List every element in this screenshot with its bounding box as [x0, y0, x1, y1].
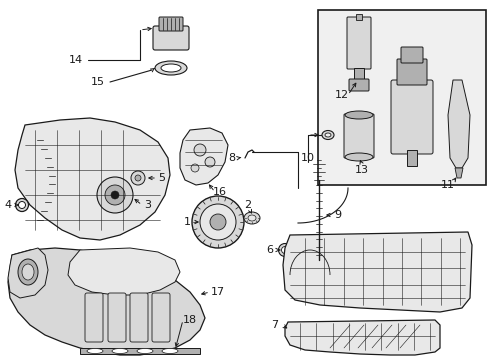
Text: 5: 5 [158, 173, 166, 183]
Text: 3: 3 [145, 200, 151, 210]
Ellipse shape [161, 64, 181, 72]
Text: 11: 11 [441, 180, 455, 190]
Polygon shape [455, 168, 463, 178]
Text: 9: 9 [335, 210, 342, 220]
Text: 17: 17 [211, 287, 225, 297]
Ellipse shape [248, 215, 256, 221]
Text: 6: 6 [267, 245, 273, 255]
Text: 16: 16 [213, 187, 227, 197]
Circle shape [111, 191, 119, 199]
Text: 12: 12 [335, 90, 349, 100]
Ellipse shape [16, 198, 28, 212]
Circle shape [205, 157, 215, 167]
Ellipse shape [322, 131, 334, 140]
Text: 1: 1 [183, 217, 191, 227]
Text: 7: 7 [271, 320, 278, 330]
Ellipse shape [155, 61, 187, 75]
Polygon shape [180, 128, 228, 185]
FancyBboxPatch shape [347, 17, 371, 69]
Polygon shape [68, 248, 180, 295]
Text: 18: 18 [183, 315, 197, 325]
Polygon shape [285, 320, 440, 355]
Ellipse shape [345, 153, 373, 161]
Bar [354, 68, 364, 80]
Text: 14: 14 [69, 55, 83, 65]
Ellipse shape [345, 111, 373, 119]
Text: 13: 13 [355, 165, 369, 175]
FancyBboxPatch shape [349, 79, 369, 91]
Polygon shape [283, 232, 472, 312]
Text: 10: 10 [301, 153, 315, 163]
Ellipse shape [22, 264, 34, 280]
FancyBboxPatch shape [153, 26, 189, 50]
Text: 2: 2 [245, 200, 251, 210]
Bar [318, 10, 486, 185]
Ellipse shape [162, 348, 178, 354]
Ellipse shape [87, 348, 103, 354]
Circle shape [192, 196, 244, 248]
Circle shape [97, 177, 133, 213]
Ellipse shape [325, 133, 331, 137]
Bar [407, 150, 417, 166]
Circle shape [191, 164, 199, 172]
Circle shape [131, 171, 145, 185]
FancyBboxPatch shape [130, 293, 148, 342]
Ellipse shape [137, 348, 153, 354]
FancyBboxPatch shape [344, 114, 374, 158]
Ellipse shape [281, 247, 289, 253]
Ellipse shape [19, 202, 25, 208]
FancyBboxPatch shape [85, 293, 103, 342]
FancyBboxPatch shape [108, 293, 126, 342]
FancyBboxPatch shape [152, 293, 170, 342]
FancyBboxPatch shape [391, 80, 433, 154]
Circle shape [135, 175, 141, 181]
Circle shape [105, 185, 125, 205]
FancyBboxPatch shape [401, 47, 423, 63]
FancyBboxPatch shape [397, 59, 427, 85]
FancyBboxPatch shape [159, 17, 183, 31]
Text: 4: 4 [4, 200, 12, 210]
Ellipse shape [278, 243, 292, 257]
Polygon shape [8, 248, 48, 298]
Text: 8: 8 [228, 153, 236, 163]
Circle shape [194, 144, 206, 156]
Bar [80, 348, 200, 354]
Circle shape [210, 214, 226, 230]
Text: 15: 15 [91, 77, 105, 87]
Ellipse shape [112, 348, 128, 354]
Circle shape [200, 204, 236, 240]
Polygon shape [448, 80, 470, 168]
Bar [356, 14, 362, 20]
Polygon shape [8, 248, 205, 355]
Ellipse shape [244, 212, 260, 224]
Ellipse shape [18, 259, 38, 285]
Polygon shape [15, 118, 170, 240]
